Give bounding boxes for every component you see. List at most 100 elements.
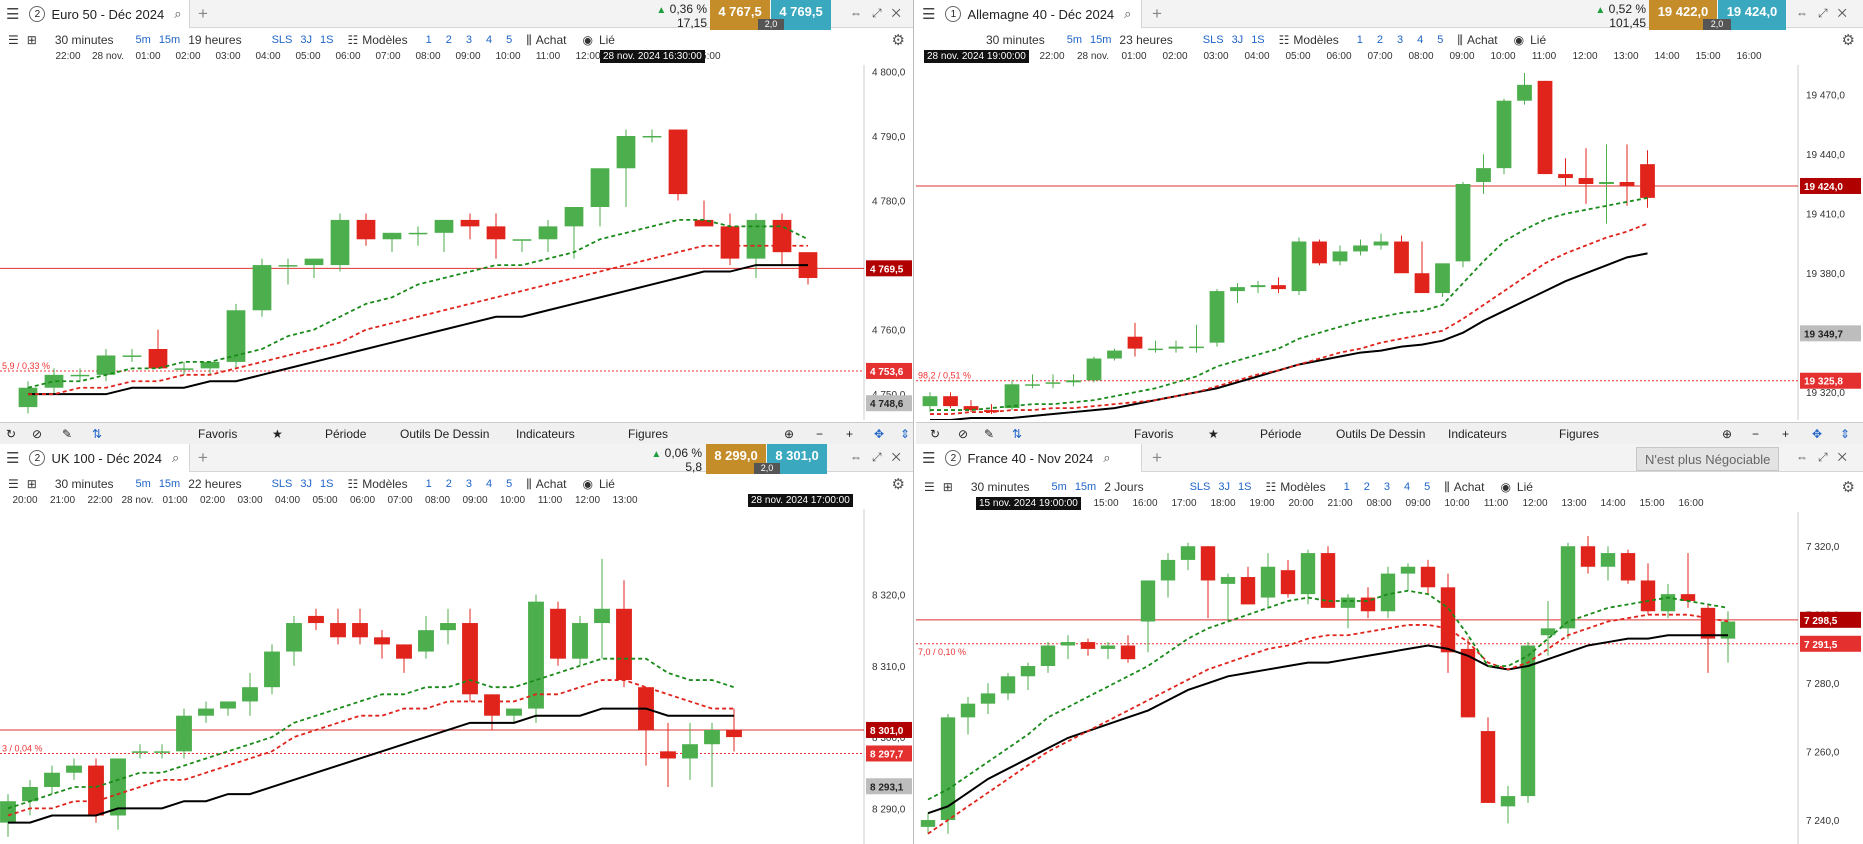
range-select[interactable]: 19 heures [188,33,242,47]
window-controls[interactable]: ⇔⤢✕ [850,450,911,464]
sls-button[interactable]: SLS [1202,34,1224,46]
models-button[interactable]: Modèles [362,477,408,491]
preset-1[interactable]: 1 [1356,34,1363,46]
price-chart[interactable]: 8 320,0 8 310,0 8 300,0 8 290,0 3 / 0,04 % 8 … [0,509,914,844]
1s-button[interactable]: 1S [1251,34,1265,46]
arrows-icon[interactable]: ⇅ [1012,427,1023,441]
pencil-icon[interactable]: ✎ [984,427,995,441]
window-controls[interactable]: ⇔⤢✕ [850,6,911,20]
tf-5m-button[interactable]: 5m [135,34,151,46]
zoom-out-icon[interactable]: − [1752,427,1760,441]
menu-icon[interactable]: ☰ [924,480,935,494]
favoris-menu[interactable]: Favoris [198,427,238,441]
favoris-menu[interactable]: Favoris [1134,427,1174,441]
tf-5m-button[interactable]: 5m [135,478,151,490]
zoom-in-icon[interactable]: + [846,427,854,441]
models-icon[interactable]: ☷ [1265,480,1277,494]
menu-icon[interactable]: ☰ [6,6,20,23]
models-button[interactable]: Modèles [362,33,408,47]
periode-menu[interactable]: Période [1260,427,1302,441]
preset-5[interactable]: 5 [506,34,513,46]
preset-4[interactable]: 4 [485,34,493,46]
gear-icon[interactable]: ⚙ [891,476,905,493]
gear-icon[interactable]: ⚙ [1841,32,1855,49]
linked-label[interactable]: Lié [1516,480,1533,494]
linked-label[interactable]: Lié [1530,33,1547,47]
preset-2[interactable]: 2 [445,34,452,46]
star-icon[interactable]: ★ [272,427,283,441]
indicators-menu[interactable]: Indicateurs [516,427,575,441]
preset-2[interactable]: 2 [1363,481,1370,493]
link-icon[interactable]: ◉ [582,477,593,491]
preset-2[interactable]: 2 [1376,34,1384,46]
layout-icon[interactable]: ⊞ [26,477,37,491]
price-chart[interactable]: 19 470,019 440,019 410,019 380,019 350,0… [916,65,1863,420]
sls-button[interactable]: SLS [271,478,293,490]
figures-menu[interactable]: Figures [628,427,669,441]
add-tab-icon[interactable]: + [1152,4,1162,23]
search-icon[interactable]: ⌕ [1124,6,1132,21]
sell-button[interactable]: 19 422,0 [1649,0,1717,30]
sls-button[interactable]: SLS [1189,481,1211,493]
range-select[interactable]: 23 heures [1119,33,1173,47]
models-icon[interactable]: ☷ [1278,33,1290,47]
preset-3[interactable]: 3 [1397,34,1404,46]
periode-menu[interactable]: Période [325,427,367,441]
menu-icon[interactable]: ☰ [922,450,936,467]
preset-4[interactable]: 4 [1417,34,1424,46]
price-chart[interactable]: 7 320,07 300,07 280,07 260,07 240,07,0 /… [916,512,1863,844]
preset-5[interactable]: 5 [1424,481,1431,493]
instrument-tab[interactable]: ☰ 2 Euro 50 - Déc 2024 ⌕ [0,0,190,28]
block-icon[interactable]: ⊘ [32,427,43,441]
crosshair-icon[interactable]: ⊕ [784,427,795,441]
sls-button[interactable]: SLS [271,34,293,46]
instrument-tab[interactable]: ☰ 2 UK 100 - Déc 2024 ⌕ [0,444,190,472]
link-icon[interactable]: ◉ [1513,33,1525,47]
1s-button[interactable]: 1S [320,34,334,46]
range-select[interactable]: 2 Jours [1104,480,1144,494]
preset-1[interactable]: 1 [1343,481,1350,493]
gear-icon[interactable]: ⚙ [891,32,905,49]
models-icon[interactable]: ☷ [347,33,359,47]
1s-button[interactable]: 1S [1238,481,1252,493]
achat-button[interactable]: Achat [1466,33,1498,47]
search-icon[interactable]: ⌕ [174,6,182,21]
instrument-tab[interactable]: ☰ 1 Allemagne 40 - Déc 2024 ⌕ [916,0,1142,28]
move-icon[interactable]: ✥ [1812,427,1823,441]
zoom-out-icon[interactable]: − [816,427,824,441]
star-icon[interactable]: ★ [1208,427,1219,441]
instrument-tab[interactable]: ☰ 2 France 40 - Nov 2024 ⌕ [916,444,1142,472]
link-icon[interactable]: ◉ [582,33,593,47]
price-chart[interactable]: 4 800,04 790,04 780,04 770,04 760,04 750… [0,65,914,420]
3j-button[interactable]: 3J [300,478,313,490]
move-icon[interactable]: ✥ [874,427,885,441]
chart-type-icon[interactable]: ⫼ [526,476,532,491]
models-button[interactable]: Modèles [1280,480,1326,494]
fit-icon[interactable]: ⇕ [1840,427,1851,441]
indicators-menu[interactable]: Indicateurs [1448,427,1507,441]
drawing-tools-menu[interactable]: Outils De Dessin [1336,427,1426,441]
search-icon[interactable]: ⌕ [172,450,180,465]
preset-4[interactable]: 4 [1403,481,1411,493]
achat-button[interactable]: Achat [1453,480,1485,494]
timeframe-select[interactable]: 30 minutes [970,480,1030,494]
menu-icon[interactable]: ☰ [6,450,20,467]
add-tab-icon[interactable]: + [198,448,208,467]
preset-5[interactable]: 5 [506,478,513,490]
pencil-icon[interactable]: ✎ [62,427,73,441]
timeframe-select[interactable]: 30 minutes [986,33,1045,47]
block-icon[interactable]: ⊘ [958,427,969,441]
reset-icon[interactable]: ↻ [6,427,17,441]
tf-5m-button[interactable]: 5m [1051,481,1067,493]
menu-icon[interactable]: ☰ [922,6,936,23]
fit-icon[interactable]: ⇕ [900,427,911,441]
models-icon[interactable]: ☷ [347,477,359,491]
layout-icon[interactable]: ⊞ [942,480,953,494]
3j-button[interactable]: 3J [300,34,313,46]
preset-2[interactable]: 2 [445,478,452,490]
buy-button[interactable]: 4 769,5 [771,0,831,30]
add-tab-icon[interactable]: + [1152,448,1162,467]
window-controls[interactable]: ⇔⤢✕ [1796,6,1857,20]
timeframe-select[interactable]: 30 minutes [54,33,114,47]
drawing-tools-menu[interactable]: Outils De Dessin [400,427,490,441]
